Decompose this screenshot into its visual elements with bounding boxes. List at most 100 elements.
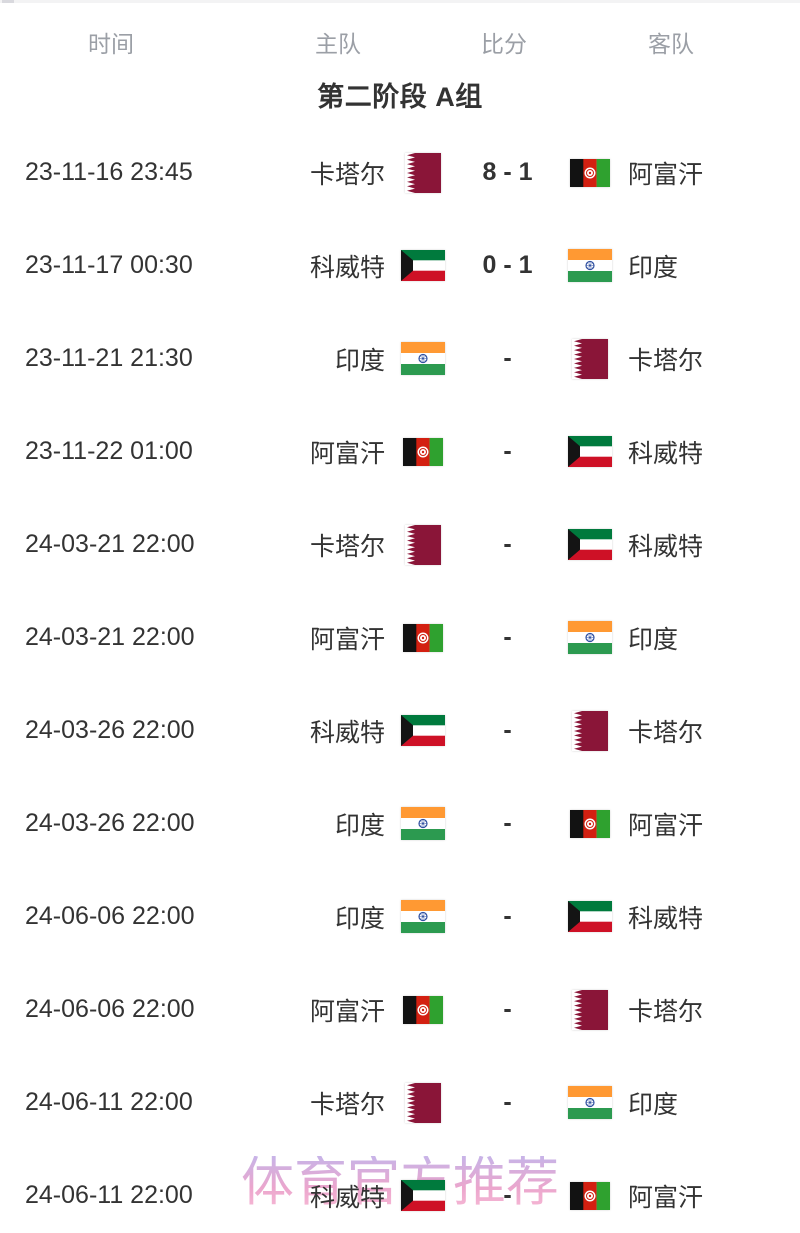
kuwait-flag-icon — [560, 529, 620, 560]
match-score: - — [503, 344, 512, 372]
away-team-name: 科威特 — [628, 904, 704, 933]
away-team-cell: 阿富汗 — [560, 155, 800, 191]
away-team-name: 卡塔尔 — [628, 346, 704, 375]
away-team-name: 阿富汗 — [628, 811, 704, 840]
away-team-cell: 科威特 — [560, 527, 800, 563]
home-team-cell: 阿富汗 — [300, 434, 455, 470]
home-team-name: 卡塔尔 — [309, 532, 385, 561]
away-team-cell: 印度 — [560, 248, 800, 284]
header-home: 主队 — [315, 31, 361, 57]
match-row[interactable]: 23-11-16 23:45 卡塔尔 8 - 1 阿富汗 — [0, 126, 800, 219]
match-score: - — [503, 623, 512, 651]
away-team-cell: 卡塔尔 — [560, 989, 800, 1030]
home-team-cell: 阿富汗 — [300, 620, 455, 656]
india-flag-icon — [390, 342, 455, 375]
kuwait-flag-icon — [390, 715, 455, 746]
kuwait-flag-icon — [560, 901, 620, 932]
match-time: 23-11-17 00:30 — [25, 251, 193, 279]
kuwait-flag-icon — [390, 1180, 455, 1211]
match-row[interactable]: 24-06-06 22:00 印度 - 科威特 — [0, 870, 800, 963]
match-score: - — [503, 1181, 512, 1209]
match-row[interactable]: 24-06-06 22:00 阿富汗 - 卡塔尔 — [0, 963, 800, 1056]
away-team-name: 卡塔尔 — [628, 718, 704, 747]
match-time: 23-11-16 23:45 — [25, 158, 193, 186]
away-team-name: 科威特 — [628, 439, 704, 468]
home-team-cell: 卡塔尔 — [300, 524, 455, 565]
home-team-cell: 卡塔尔 — [300, 152, 455, 193]
afghanistan-flag-icon — [390, 437, 455, 466]
india-flag-icon — [390, 807, 455, 840]
away-team-cell: 卡塔尔 — [560, 338, 800, 379]
away-team-cell: 科威特 — [560, 899, 800, 935]
group-stage-title: 第二阶段 A组 — [317, 81, 483, 112]
match-score: - — [503, 437, 512, 465]
match-score: - — [503, 902, 512, 930]
afghanistan-flag-icon — [390, 623, 455, 652]
away-team-cell: 阿富汗 — [560, 806, 800, 842]
qatar-flag-icon — [560, 710, 620, 751]
header-time: 时间 — [88, 31, 134, 57]
afghanistan-flag-icon — [560, 809, 620, 838]
india-flag-icon — [560, 1086, 620, 1119]
match-row[interactable]: 24-06-11 22:00 卡塔尔 - 印度 — [0, 1056, 800, 1149]
away-team-name: 印度 — [628, 253, 679, 282]
match-row[interactable]: 24-06-11 22:00 科威特 - 阿富汗 — [0, 1149, 800, 1233]
watermark-text: 体育官方推荐 — [241, 1153, 559, 1212]
home-team-name: 卡塔尔 — [309, 160, 385, 189]
home-team-cell: 科威特 — [300, 248, 455, 284]
home-team-cell: 印度 — [300, 899, 455, 935]
match-time: 24-03-26 22:00 — [25, 716, 195, 744]
home-team-name: 印度 — [334, 346, 385, 375]
india-flag-icon — [560, 621, 620, 654]
qatar-flag-icon — [390, 524, 455, 565]
kuwait-flag-icon — [390, 250, 455, 281]
match-time: 24-06-11 22:00 — [25, 1181, 193, 1209]
away-team-cell: 卡塔尔 — [560, 710, 800, 751]
home-team-name: 卡塔尔 — [309, 1090, 385, 1119]
match-time: 24-03-26 22:00 — [25, 809, 195, 837]
away-team-name: 阿富汗 — [628, 1183, 704, 1212]
match-score: - — [503, 530, 512, 558]
match-score: 8 - 1 — [482, 158, 533, 186]
home-team-cell: 阿富汗 — [300, 992, 455, 1028]
qatar-flag-icon — [560, 989, 620, 1030]
top-edge-artifact — [2, 0, 14, 3]
match-row[interactable]: 23-11-21 21:30 印度 - 卡塔尔 — [0, 312, 800, 405]
match-time: 24-06-06 22:00 — [25, 995, 195, 1023]
match-row[interactable]: 24-03-21 22:00 卡塔尔 - 科威特 — [0, 498, 800, 591]
match-score: - — [503, 716, 512, 744]
afghanistan-flag-icon — [560, 158, 620, 187]
qatar-flag-icon — [390, 1082, 455, 1123]
away-team-cell: 印度 — [560, 1085, 800, 1121]
india-flag-icon — [560, 249, 620, 282]
away-team-cell: 印度 — [560, 620, 800, 656]
match-time: 23-11-22 01:00 — [25, 437, 193, 465]
kuwait-flag-icon — [560, 436, 620, 467]
home-team-name: 阿富汗 — [309, 997, 385, 1026]
match-row[interactable]: 23-11-17 00:30 科威特 0 - 1 印度 — [0, 219, 800, 312]
away-team-name: 印度 — [628, 1090, 679, 1119]
home-team-cell: 卡塔尔 — [300, 1082, 455, 1123]
away-team-name: 科威特 — [628, 532, 704, 561]
home-team-name: 阿富汗 — [309, 625, 385, 654]
home-team-cell: 科威特 — [300, 713, 455, 749]
home-team-cell: 印度 — [300, 806, 455, 842]
match-row[interactable]: 23-11-22 01:00 阿富汗 - 科威特 — [0, 405, 800, 498]
header-score: 比分 — [481, 31, 527, 57]
away-team-cell: 阿富汗 — [560, 1178, 800, 1214]
qatar-flag-icon — [390, 152, 455, 193]
match-time: 23-11-21 21:30 — [25, 344, 193, 372]
afghanistan-flag-icon — [390, 995, 455, 1024]
match-score: - — [503, 1088, 512, 1116]
match-row[interactable]: 24-03-21 22:00 阿富汗 - 印度 — [0, 591, 800, 684]
qatar-flag-icon — [560, 338, 620, 379]
home-team-name: 科威特 — [309, 718, 385, 747]
match-row[interactable]: 24-03-26 22:00 科威特 - 卡塔尔 — [0, 684, 800, 777]
match-row[interactable]: 24-03-26 22:00 印度 - 阿富汗 — [0, 777, 800, 870]
home-team-cell: 科威特 — [300, 1178, 455, 1214]
top-edge-strip — [0, 0, 800, 3]
match-score: - — [503, 995, 512, 1023]
home-team-name: 阿富汗 — [309, 439, 385, 468]
away-team-name: 印度 — [628, 625, 679, 654]
